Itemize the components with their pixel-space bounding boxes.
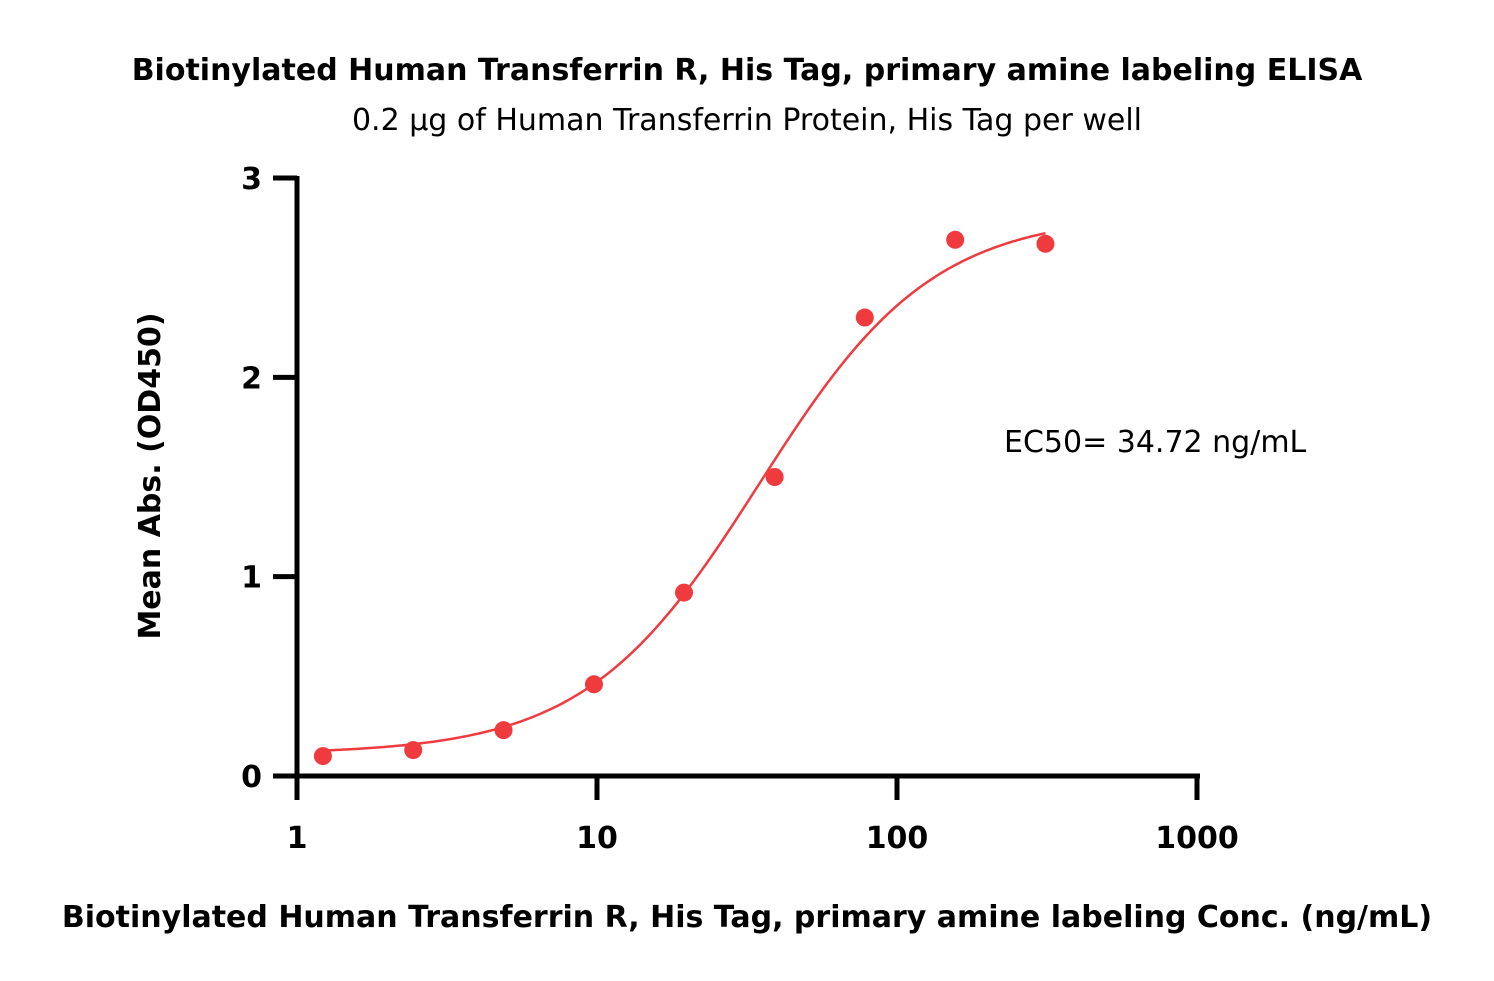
fit-curve: [322, 231, 1046, 752]
fit-curve-group: [322, 231, 1046, 752]
data-point: [946, 230, 965, 249]
x-tick-label: 1: [287, 821, 308, 856]
y-tick-label: 2: [241, 361, 262, 396]
y-axis-label: Mean Abs. (OD450): [133, 312, 168, 639]
x-tick-label: 10: [576, 821, 618, 856]
data-points: [313, 230, 1055, 766]
data-point: [765, 468, 784, 486]
data-point: [675, 583, 694, 602]
data-point: [1036, 234, 1055, 253]
y-tick-label: 1: [241, 561, 262, 596]
data-point: [855, 308, 874, 327]
x-tick-label: 1000: [1155, 821, 1239, 856]
x-axis-label: Biotinylated Human Transferrin R, His Ta…: [62, 900, 1432, 935]
x-tick-label: 100: [866, 821, 929, 856]
axes: [294, 176, 1200, 779]
y-tick-label: 0: [241, 760, 262, 795]
data-point: [404, 741, 423, 760]
data-point: [313, 747, 332, 766]
ec50-annotation: EC50= 34.72 ng/mL: [1004, 425, 1307, 460]
data-point: [494, 721, 513, 740]
chart-title: Biotinylated Human Transferrin R, His Ta…: [132, 53, 1363, 88]
chart-subtitle: 0.2 µg of Human Transferrin Protein, His…: [352, 103, 1142, 138]
data-point: [584, 675, 603, 694]
y-tick-label: 3: [241, 162, 262, 197]
